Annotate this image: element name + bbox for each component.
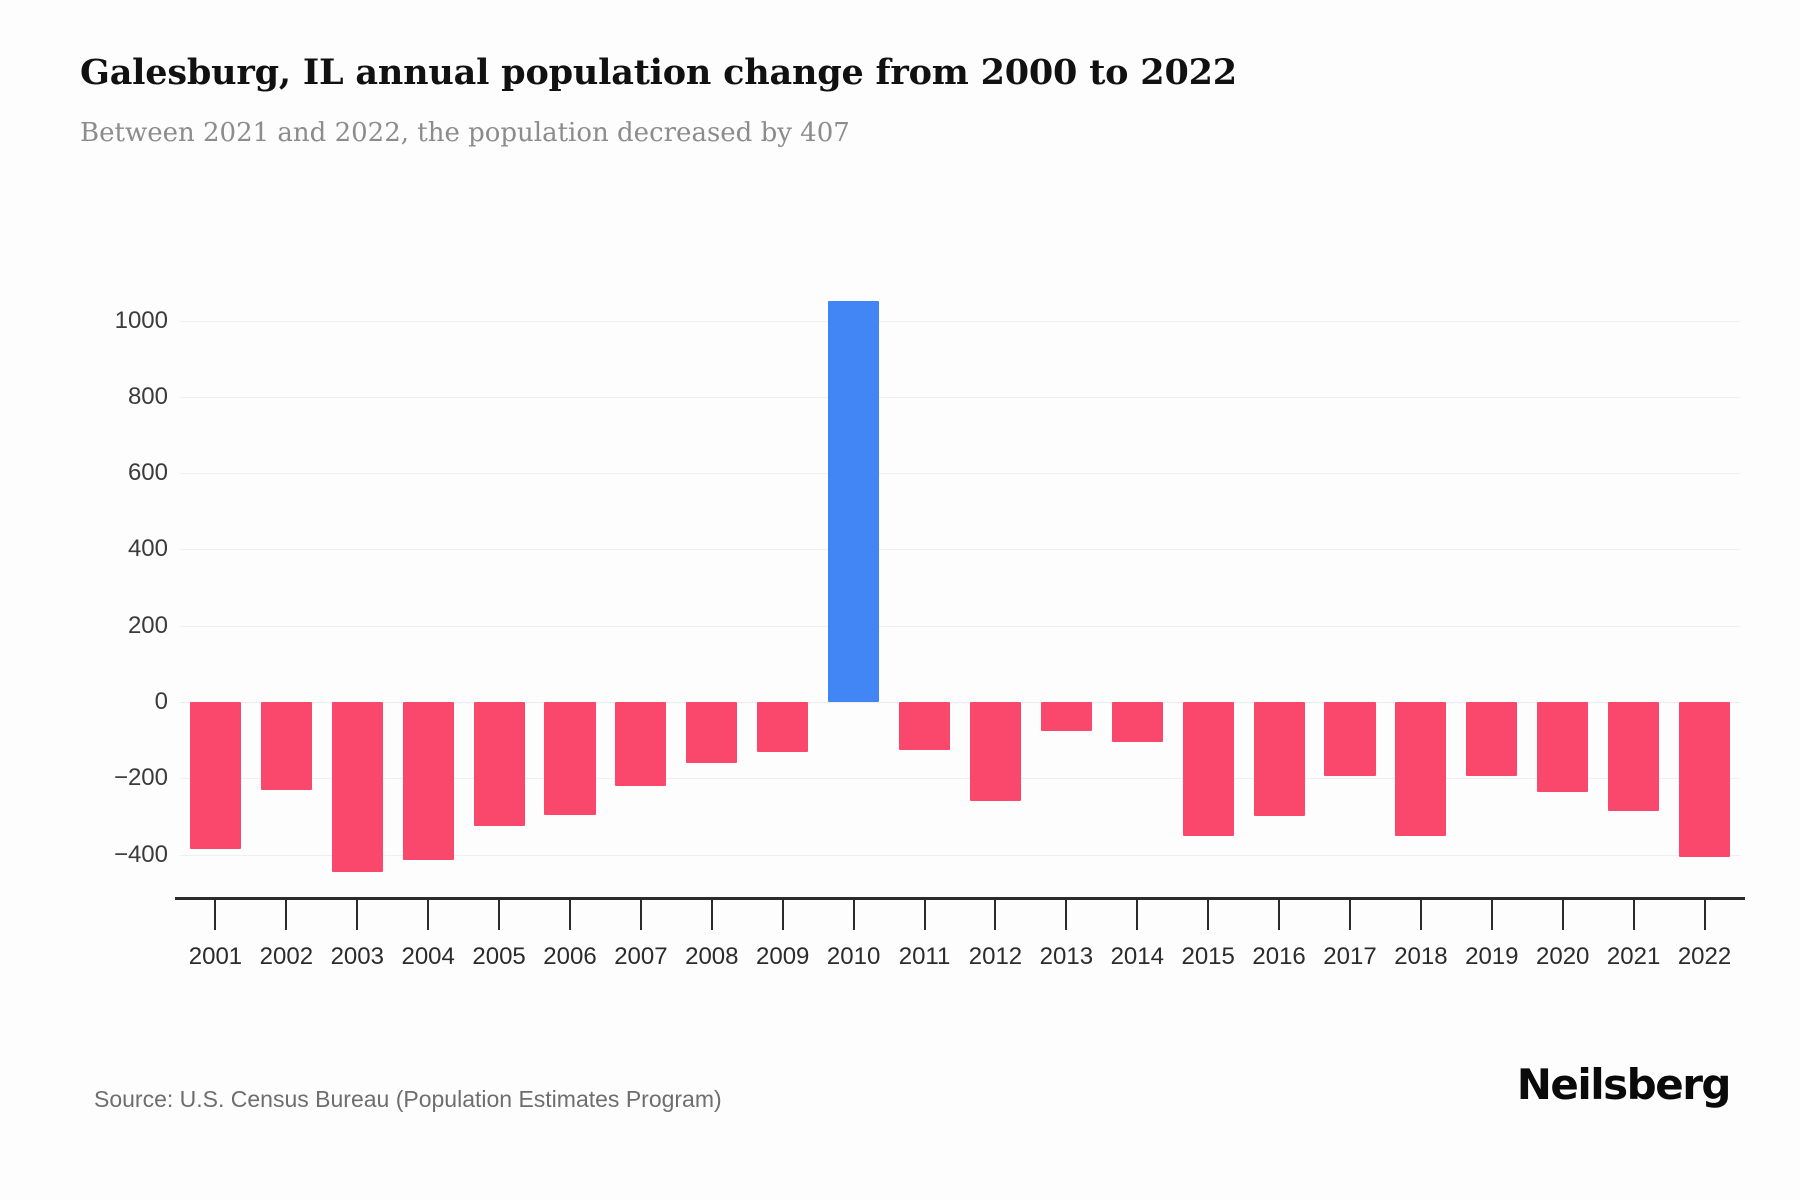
x-axis-tick-label: 2015	[1181, 943, 1235, 970]
x-axis-line	[175, 897, 1745, 900]
x-axis-tick	[1419, 900, 1422, 930]
x-axis-tick	[994, 900, 997, 930]
gridline	[180, 625, 1740, 627]
x-axis-tick	[1207, 900, 1210, 930]
x-axis-tick-label: 2013	[1039, 943, 1094, 970]
bar-2019[interactable]	[1466, 702, 1518, 777]
bar-2015[interactable]	[1182, 702, 1234, 836]
y-axis-tick-label: 600	[127, 459, 168, 487]
x-axis-tick	[427, 900, 430, 930]
gridline	[180, 778, 1740, 780]
plot-area: 1000 800 600 400 200 0 −200 −400	[114, 250, 1740, 900]
bar-2007[interactable]	[615, 702, 667, 786]
bar-2016[interactable]	[1253, 702, 1305, 817]
x-axis-tick	[1278, 900, 1281, 930]
x-axis-tick-label: 2011	[898, 943, 951, 970]
x-axis-tick	[923, 900, 926, 930]
x-axis-tick	[285, 900, 288, 930]
y-axis-tick-label: 1000	[114, 306, 168, 334]
x-axis-tick-label: 2022	[1677, 943, 1732, 970]
bar-2004[interactable]	[402, 702, 454, 861]
bar-2009[interactable]	[757, 702, 809, 752]
x-axis-tick	[781, 900, 784, 930]
bar-2012[interactable]	[969, 702, 1021, 802]
gridline	[180, 702, 1740, 703]
x-axis-tick	[1136, 900, 1139, 930]
bar-2014[interactable]	[1111, 702, 1163, 743]
chart-subtitle: Between 2021 and 2022, the population de…	[80, 118, 850, 148]
x-axis-tick-label: 2014	[1110, 943, 1164, 970]
x-axis-tick-label: 2012	[968, 943, 1023, 970]
x-axis-tick	[1632, 900, 1635, 930]
bar-2018[interactable]	[1395, 702, 1447, 836]
brand-logo: Neilsberg	[1516, 1060, 1732, 1109]
x-axis-tick-label: 2019	[1465, 943, 1519, 970]
bar-2003[interactable]	[331, 702, 383, 872]
bar-2006[interactable]	[544, 702, 596, 815]
x-axis-tick	[1490, 900, 1493, 930]
bar-2013[interactable]	[1040, 702, 1092, 731]
bar-2002[interactable]	[260, 702, 312, 790]
x-axis-tick-label: 2020	[1536, 943, 1590, 970]
gridline	[180, 396, 1740, 398]
bar-2011[interactable]	[899, 702, 951, 750]
page-title: Galesburg, IL annual population change f…	[80, 52, 1237, 93]
x-axis-tick-label: 2005	[472, 943, 526, 970]
gridline	[180, 473, 1740, 475]
x-axis-tick-label: 2006	[543, 943, 597, 970]
gridline	[180, 549, 1740, 551]
gridline	[180, 320, 1740, 322]
gridline	[180, 854, 1740, 856]
bar-2021[interactable]	[1608, 702, 1660, 811]
bar-2005[interactable]	[473, 702, 525, 826]
y-axis-tick-label: 400	[127, 535, 168, 563]
x-axis-tick	[356, 900, 359, 930]
x-axis-tick-label: 2018	[1394, 943, 1448, 970]
bar-2020[interactable]	[1537, 702, 1589, 792]
y-axis-tick-label: −400	[113, 840, 168, 868]
x-axis-tick-label: 2016	[1252, 943, 1306, 970]
y-axis-tick-label: 800	[127, 382, 168, 410]
x-axis-tick	[852, 900, 855, 930]
bar-2010[interactable]	[828, 301, 880, 702]
bar-2022[interactable]	[1679, 702, 1731, 858]
x-axis-tick-label: 2021	[1606, 943, 1661, 970]
x-axis-tick-label: 2001	[188, 943, 243, 970]
y-axis-tick-label: −200	[113, 764, 168, 792]
bar-2001[interactable]	[189, 702, 241, 849]
bar-2017[interactable]	[1324, 702, 1376, 777]
x-axis-tick	[1065, 900, 1068, 930]
y-axis-tick-label: 200	[127, 611, 168, 639]
x-axis-tick	[498, 900, 501, 930]
x-axis-tick-label: 2004	[401, 943, 455, 970]
x-axis-tick-label: 2007	[614, 943, 668, 970]
x-axis-tick	[1561, 900, 1564, 930]
x-axis-tick-label: 2009	[756, 943, 810, 970]
x-axis-tick	[1349, 900, 1351, 930]
x-axis-tick	[1703, 900, 1706, 930]
x-axis-tick-label: 2010	[826, 943, 881, 970]
x-axis-tick	[639, 900, 642, 930]
x-axis-tick-label: 2002	[259, 943, 314, 970]
x-axis-tick-label: 2017	[1323, 943, 1377, 970]
x-axis-tick-label: 2008	[685, 943, 739, 970]
x-axis-tick	[710, 900, 713, 930]
x-axis-tick-label: 2003	[330, 943, 384, 970]
x-axis-tick	[214, 900, 217, 930]
x-axis-tick	[569, 900, 571, 930]
y-axis-tick-label: 0	[154, 688, 168, 715]
bar-2008[interactable]	[686, 702, 738, 764]
source-note: Source: U.S. Census Bureau (Population E…	[94, 1086, 722, 1112]
